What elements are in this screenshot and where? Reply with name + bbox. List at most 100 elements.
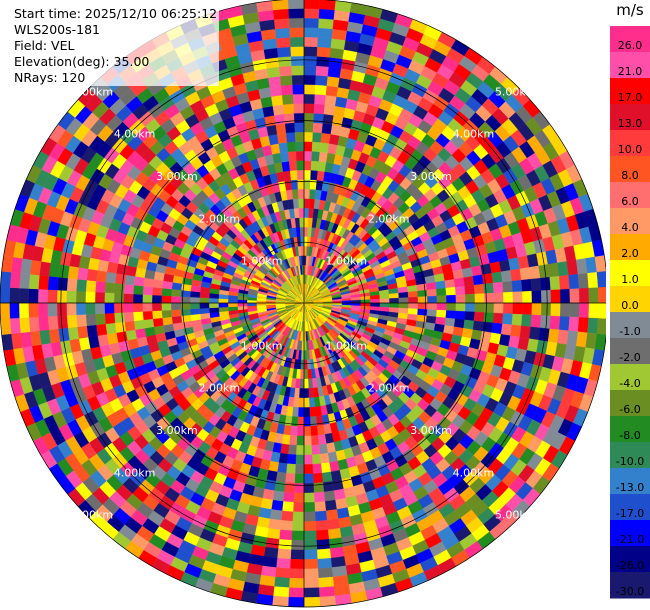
velocity-gate [298,388,305,399]
velocity-gate [104,292,115,304]
velocity-gate [492,281,504,294]
velocity-gate [319,0,336,11]
velocity-gate [260,28,277,41]
velocity-gate [56,302,67,317]
velocity-gate [286,141,297,152]
colorbar-cell [610,494,650,521]
velocity-gate [558,275,570,290]
velocity-gate [303,473,314,484]
velocity-gate [303,103,315,114]
velocity-gate [269,509,283,521]
velocity-gate [295,454,305,465]
range-ring-label: 5.00km [495,85,537,98]
velocity-gate [208,297,219,304]
velocity-gate [0,302,11,320]
velocity-gate [161,295,172,304]
velocity-gate [286,454,297,465]
velocity-gate [47,289,58,304]
velocity-gate [417,296,428,304]
velocity-gate [288,8,305,19]
velocity-gate [28,302,39,318]
velocity-gate [86,268,98,282]
velocity-gate [161,287,172,297]
velocity-gate [104,302,115,314]
velocity-gate [293,483,305,494]
velocity-gate [303,27,319,38]
velocity-gate [208,302,219,309]
velocity-gate [303,464,314,475]
elevation: Elevation(deg): 35.00 [14,54,150,69]
velocity-gate [282,491,295,503]
velocity-gate [303,122,314,133]
velocity-gate [326,76,340,88]
velocity-gate [540,315,551,329]
velocity-gate [189,302,200,310]
velocity-gate [318,18,334,30]
velocity-gate [463,276,475,287]
velocity-gate [291,74,305,85]
velocity-gate [321,123,333,135]
velocity-gate [47,315,59,330]
colorbar-cell [610,286,650,313]
velocity-gate [465,293,476,304]
velocity-gate [123,293,134,304]
velocity-gate [587,317,599,334]
velocity-gate [444,279,456,289]
velocity-gate [303,160,312,171]
velocity-gate [274,18,290,30]
velocity-gate [314,501,327,512]
velocity-gate [151,294,162,304]
velocity-gate [125,329,137,341]
velocity-gate [189,308,201,316]
velocity-gate [95,323,108,336]
velocity-gate [521,279,532,292]
velocity-gate [296,435,305,446]
velocity-gate [85,279,97,293]
velocity-gate [491,322,503,335]
velocity-gate [303,150,313,161]
velocity-gate [123,311,135,323]
velocity-gate [142,285,153,296]
colorbar-tick-label: 0.0 [621,299,639,312]
velocity-gate [310,160,320,171]
colorbar-tick-label: 1.0 [621,273,639,286]
velocity-gate [237,302,248,307]
velocity-gate [417,289,428,298]
velocity-gate [303,369,309,380]
velocity-gate [293,207,300,219]
velocity-gate [300,236,305,247]
velocity-gate [291,530,305,541]
velocity-gate [271,499,284,512]
velocity-gate [310,425,319,436]
station-name: WLS200s-181 [14,22,100,37]
velocity-gate [360,299,371,304]
colorbar-cell [610,260,650,287]
velocity-gate [266,528,281,540]
velocity-gate [464,284,475,295]
velocity-gate [417,308,428,317]
velocity-gate [312,463,323,474]
velocity-gate [290,55,305,66]
velocity-gate [142,310,153,321]
colorbar-cell [610,520,650,547]
velocity-gate [295,445,305,456]
velocity-gate [307,378,314,389]
velocity-gate [303,511,316,522]
velocity-gate [133,276,145,287]
velocity-gate [303,93,316,104]
ppi-chart: 1.00km 1.00km 1.00km 1.00km 2.00km 2.00km 2.00… [0,0,606,608]
velocity-gate [587,272,599,289]
velocity-gate [152,310,163,320]
velocity-gate [303,502,316,513]
velocity-gate [303,74,317,85]
velocity-gate [578,302,590,319]
velocity-gate [324,94,337,107]
velocity-gate [473,283,485,295]
velocity-gate [408,296,419,304]
velocity-gate [298,198,305,209]
start-time: Start time: 2025/12/10 06:25:12 [14,6,218,21]
velocity-gate [319,595,336,607]
velocity-gate [227,298,238,304]
velocity-gate [436,287,447,297]
velocity-gate [47,302,58,317]
